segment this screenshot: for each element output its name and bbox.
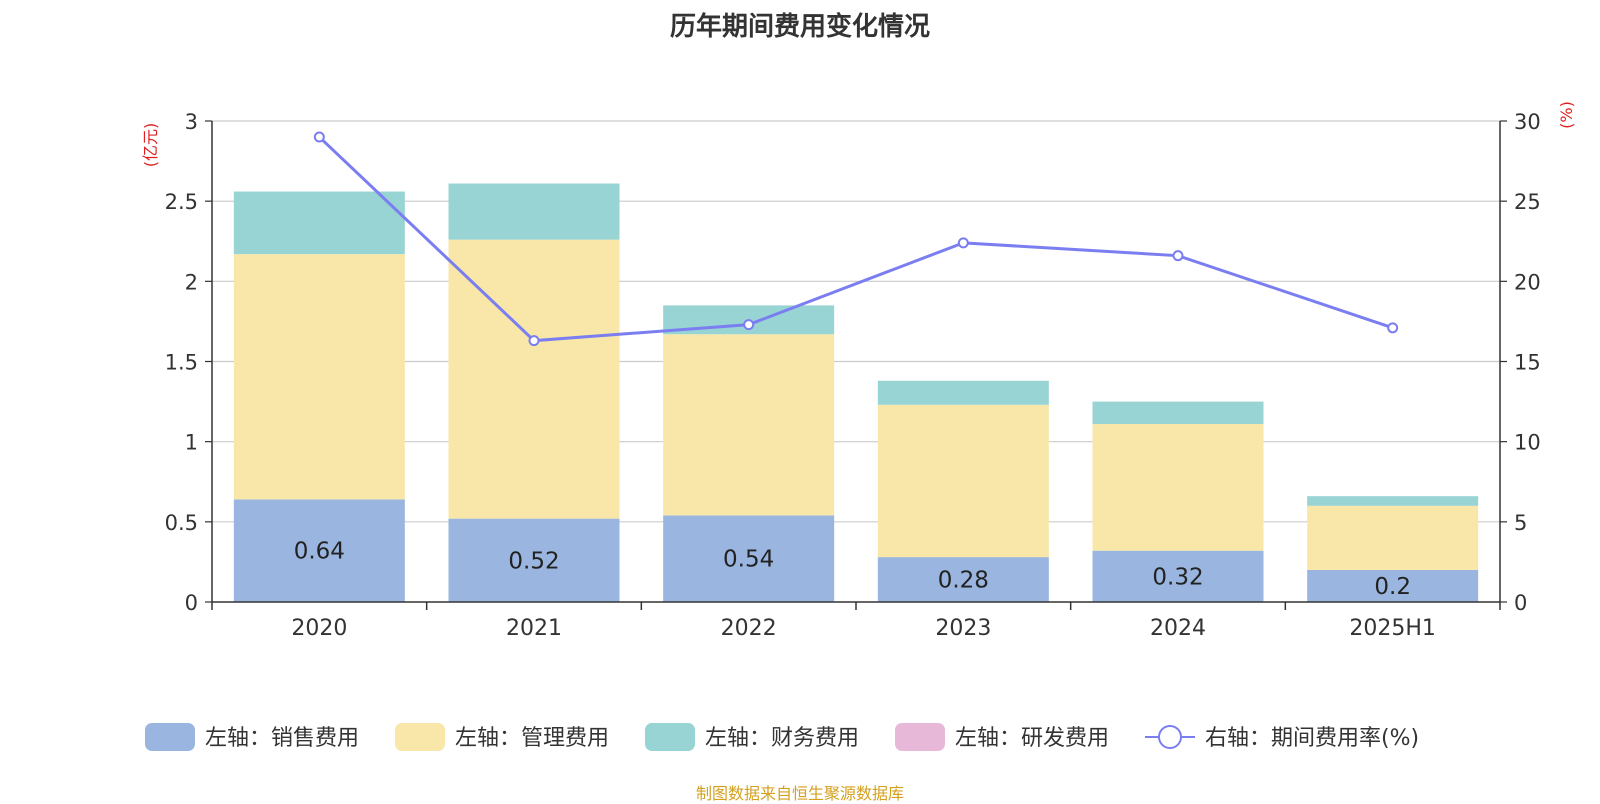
- bar-segment-0-2023: [877, 557, 1049, 602]
- expense-rate-point: [957, 237, 969, 249]
- legend-circle-marker: [1158, 725, 1182, 749]
- x-tick-label: 2023: [935, 616, 991, 641]
- data-label: 0.2: [1374, 574, 1411, 600]
- data-label: 0.28: [938, 568, 989, 594]
- bar-segment-1-2025H1: [1307, 505, 1479, 570]
- left-tick-label: 1.5: [165, 351, 198, 375]
- data-label: 0.54: [723, 547, 774, 573]
- bar-segment-1-2022: [663, 334, 835, 516]
- legend-swatch-3: [895, 723, 945, 751]
- x-tick-label: 2025H1: [1349, 616, 1436, 641]
- right-tick-label: 20: [1514, 270, 1541, 294]
- data-label: 0.52: [508, 548, 559, 574]
- bar-segment-2-2020: [233, 191, 405, 255]
- expense-rate-point: [1387, 322, 1399, 334]
- x-tick-label: 2021: [506, 616, 562, 641]
- right-tick-label: 30: [1514, 110, 1541, 134]
- legend-swatch-1: [395, 723, 445, 751]
- left-tick-label: 0.5: [165, 511, 198, 535]
- bar-segment-2-2021: [448, 183, 620, 240]
- legend-label-1: 左轴：管理费用: [455, 726, 609, 751]
- left-tick-label: 0: [185, 591, 198, 615]
- right-tick-label: 25: [1514, 190, 1541, 214]
- legend-label-3: 左轴：研发费用: [955, 726, 1109, 751]
- left-axis-unit: (亿元): [141, 123, 160, 168]
- legend-label-0: 左轴：销售费用: [205, 726, 359, 751]
- right-axis-unit: (%): [1557, 101, 1576, 129]
- x-tick-label: 2022: [721, 616, 777, 641]
- expense-rate-point: [1172, 250, 1184, 262]
- right-tick-label: 0: [1514, 591, 1527, 615]
- bar-segment-2-2023: [877, 380, 1049, 405]
- bar-segment-0-2024: [1092, 550, 1264, 602]
- bar-segment-1-2020: [233, 254, 405, 500]
- expense-rate-point: [528, 335, 540, 347]
- x-tick-label: 2024: [1150, 616, 1206, 641]
- chart-title: 历年期间费用变化情况: [669, 12, 930, 42]
- bar-segment-2-2025H1: [1307, 496, 1479, 506]
- legend-swatch-0: [145, 723, 195, 751]
- legend-label-2: 左轴：财务费用: [705, 726, 859, 751]
- expense-rate-point: [313, 131, 325, 143]
- right-tick-label: 15: [1514, 351, 1541, 375]
- legend-label-4: 右轴：期间费用率(%): [1205, 726, 1419, 751]
- bar-segment-0-2020: [233, 499, 405, 602]
- left-tick-label: 3: [185, 110, 198, 134]
- left-tick-label: 2.5: [165, 190, 198, 214]
- bar-segment-0-2022: [663, 515, 835, 602]
- left-tick-label: 1: [185, 431, 198, 455]
- left-tick-label: 2: [185, 270, 198, 294]
- legend-swatch-2: [645, 723, 695, 751]
- expense-rate-line: [318, 135, 1394, 343]
- bar-segment-0-2021: [448, 518, 620, 602]
- bar-segment-2-2024: [1092, 401, 1264, 425]
- bar-segment-0-2025H1: [1307, 569, 1479, 602]
- x-tick-label: 2020: [291, 616, 347, 641]
- right-tick-label: 5: [1514, 511, 1527, 535]
- expense-rate-point: [743, 319, 755, 331]
- bar-segment-1-2024: [1092, 424, 1264, 551]
- data-label: 0.64: [294, 539, 345, 565]
- bar-segment-1-2023: [877, 404, 1049, 558]
- bar-segment-1-2021: [448, 239, 620, 519]
- right-tick-label: 10: [1514, 431, 1541, 455]
- source-note: 制图数据来自恒生聚源数据库: [695, 784, 904, 803]
- data-label: 0.32: [1152, 564, 1203, 590]
